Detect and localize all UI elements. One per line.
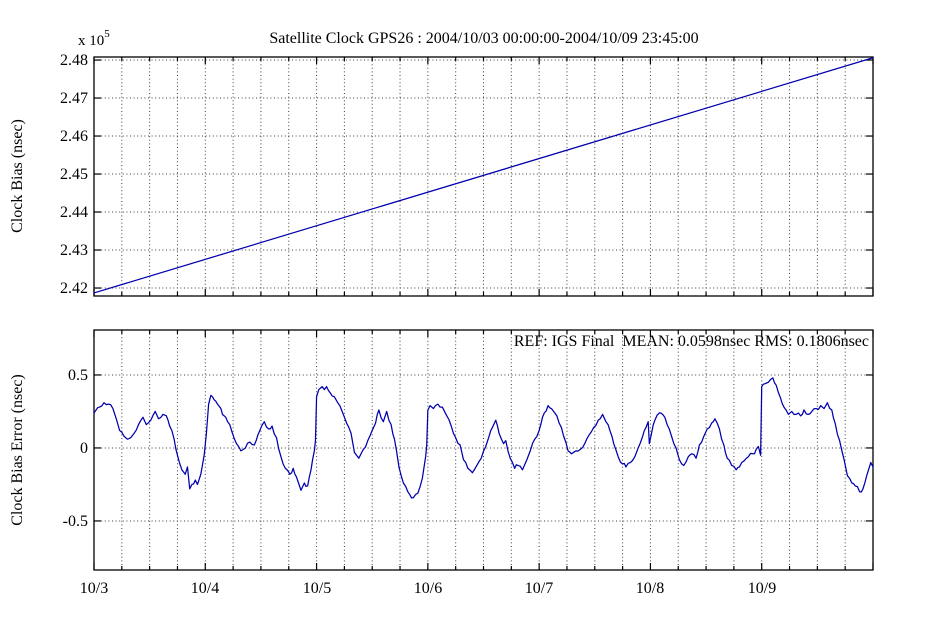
- bottom-plot-grid: [94, 330, 873, 570]
- xtick-label: 10/9: [748, 580, 776, 597]
- render-layer: [93, 56, 874, 571]
- ytick-label: -0.5: [63, 513, 88, 530]
- exponent-base: x 10: [78, 33, 104, 49]
- ytick-label: 2.43: [60, 242, 88, 259]
- ytick-label: 2.48: [60, 52, 88, 69]
- ref-mean-rms-annotation: REF: IGS Final MEAN: 0.0598nsec RMS: 0.1…: [514, 333, 869, 350]
- ytick-label: 0.5: [68, 367, 88, 384]
- xtick-label: 10/3: [80, 580, 108, 597]
- bottom-plot-series-line: [93, 377, 874, 499]
- bottom-plot: [93, 329, 874, 571]
- ytick-label: 2.46: [60, 128, 88, 145]
- ytick-label: 2.42: [60, 280, 88, 297]
- ylabel-clock-bias: Clock Bias (nsec): [9, 119, 26, 233]
- xtick-label: 10/8: [636, 580, 664, 597]
- xtick-label: 10/7: [525, 580, 553, 597]
- ytick-label: 0: [80, 440, 88, 457]
- xtick-label: 10/6: [414, 580, 442, 597]
- bottom-plot-axes-box: [93, 329, 874, 571]
- top-plot-series-line: [93, 57, 874, 294]
- y-axis-exponent-label: x 105: [78, 28, 110, 49]
- bottom-plot-ticks: [93, 330, 874, 570]
- xtick-label: 10/5: [303, 580, 331, 597]
- top-plot: [93, 56, 874, 297]
- xtick-label: 10/4: [191, 580, 219, 597]
- figure-title: Satellite Clock GPS26 : 2004/10/03 00:00…: [269, 30, 698, 47]
- top-plot-axes-box: [93, 56, 874, 297]
- exponent-power: 5: [104, 28, 110, 40]
- ylabel-clock-bias-error: Clock Bias Error (nsec): [9, 374, 26, 526]
- ytick-label: 2.47: [60, 90, 88, 107]
- ytick-label: 2.45: [60, 166, 88, 183]
- ytick-label: 2.44: [60, 204, 88, 221]
